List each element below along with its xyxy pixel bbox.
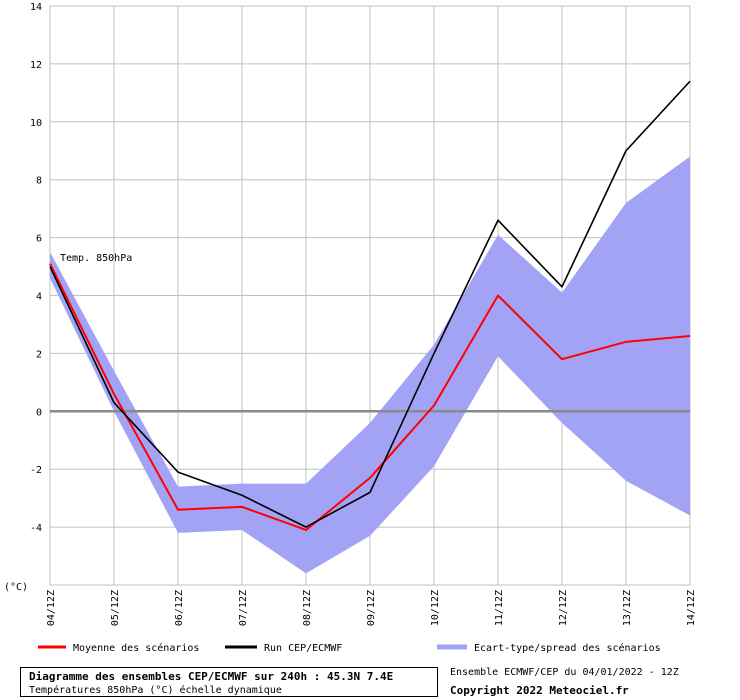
legend-run-label: Run CEP/ECMWF <box>264 643 342 654</box>
chart-subtitle: Températures 850hPa (°C) échelle dynamiq… <box>29 685 282 696</box>
footer-title-box: Diagramme des ensembles CEP/ECMWF sur 24… <box>20 667 438 697</box>
y-tick-label: 8 <box>36 176 42 187</box>
legend-run-swatch <box>225 645 257 649</box>
x-tick-label: 08/12Z <box>302 590 313 626</box>
x-tick-label: 13/12Z <box>622 590 633 626</box>
chart-annotation: Temp. 850hPa <box>60 253 132 264</box>
y-tick-label: -2 <box>30 465 42 476</box>
legend-mean-label: Moyenne des scénarios <box>73 642 199 654</box>
y-tick-label: 12 <box>30 60 42 71</box>
y-tick-label: -4 <box>30 523 42 534</box>
x-tick-label: 09/12Z <box>366 590 377 626</box>
series-layer <box>49 80 691 531</box>
y-tick-label: 10 <box>30 118 42 129</box>
legend-spread-swatch <box>437 644 467 650</box>
y-tick-label: 14 <box>30 2 42 13</box>
copyright: Copyright 2022 Meteociel.fr <box>450 684 629 697</box>
series-line-run <box>49 80 691 528</box>
chart-title: Diagramme des ensembles CEP/ECMWF sur 24… <box>29 670 394 683</box>
x-tick-label: 10/12Z <box>430 590 441 626</box>
y-tick-label: 0 <box>36 407 42 418</box>
legend-spread-label: Ecart-type/spread des scénarios <box>474 642 661 654</box>
spread-band <box>50 156 690 574</box>
x-tick-label: 06/12Z <box>174 590 185 626</box>
y-unit-label: (°C) <box>4 582 28 593</box>
x-tick-label: 14/12Z <box>686 590 697 626</box>
legend-mean-swatch <box>38 645 66 649</box>
spread-band-layer <box>50 156 690 574</box>
y-tick-label: 2 <box>36 349 42 360</box>
y-tick-label: 6 <box>36 234 42 245</box>
x-tick-label: 12/12Z <box>558 590 569 626</box>
x-tick-label: 07/12Z <box>238 590 249 626</box>
y-tick-label: 4 <box>36 292 42 303</box>
x-tick-label: 05/12Z <box>110 590 121 626</box>
legend: Moyenne des scénarios Run CEP/ECMWF Ecart-… <box>38 642 661 654</box>
x-tick-label: 04/12Z <box>46 590 57 626</box>
series-line-mean <box>49 263 691 531</box>
x-tick-label: 11/12Z <box>494 590 505 626</box>
run-info: Ensemble ECMWF/CEP du 04/01/2022 - 12Z <box>450 667 679 678</box>
axis-labels: -4 -2 0 2 4 6 8 10 12 14 04/12Z 05/12Z 06/12Z 07/12Z 0… <box>30 2 697 626</box>
